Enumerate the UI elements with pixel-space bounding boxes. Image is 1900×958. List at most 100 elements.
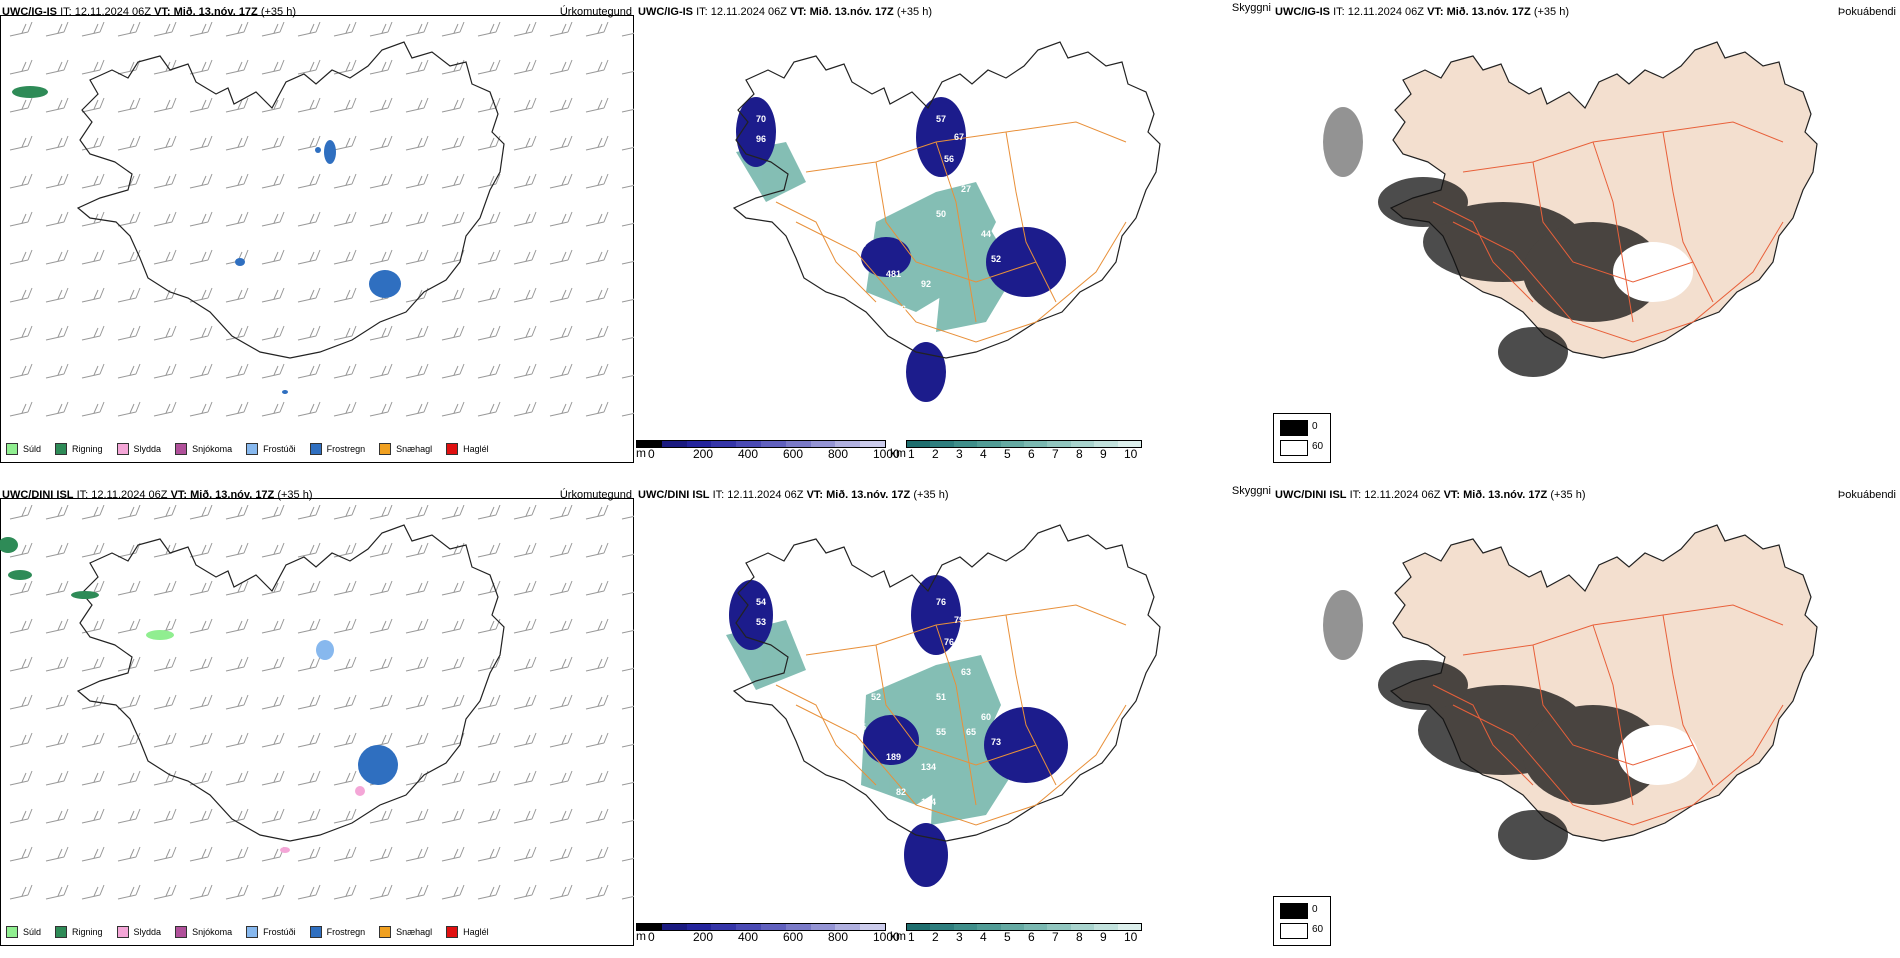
wind-barb [297, 846, 321, 862]
wind-barb [549, 135, 573, 151]
colorbar-segment [736, 441, 761, 447]
wind-barb [225, 59, 249, 75]
wind-barb [225, 363, 249, 379]
wind-barb [477, 770, 501, 786]
visibility-tick-label: 5 [1004, 930, 1011, 944]
road [1452, 221, 1784, 343]
legend-item: Haglél [446, 926, 489, 938]
colorbar-segment [930, 441, 954, 447]
legend-label: Frostregn [326, 444, 366, 454]
wind-barb [477, 618, 501, 634]
cloud-base-label: 61 [921, 314, 931, 324]
fog-legend-swatch-light [1280, 440, 1308, 456]
wind-barb [333, 770, 357, 786]
wind-barb [45, 542, 69, 558]
wind-barb [225, 287, 249, 303]
init-time: 12.11.2024 06Z [1347, 6, 1424, 18]
wind-barb [405, 401, 429, 417]
wind-barb [261, 694, 285, 710]
wind-barb [585, 249, 609, 265]
wind-barb [297, 249, 321, 265]
visibility-colorbar-box [906, 923, 1142, 931]
wind-barb [9, 542, 33, 558]
wind-barb [621, 221, 634, 227]
legend-item: Snjókoma [175, 926, 232, 938]
height-unit: m [636, 446, 646, 460]
wind-barb [189, 363, 213, 379]
road [775, 684, 877, 786]
cloud-base-label: 189 [886, 752, 901, 762]
legend-item: Frostúði [246, 443, 296, 455]
road [1462, 121, 1784, 173]
wind-barb [513, 211, 537, 227]
wind-barb [369, 325, 393, 341]
wind-barb [477, 22, 501, 37]
wind-barb [405, 211, 429, 227]
cloud-base-label: 57 [901, 329, 911, 339]
road [1662, 131, 1714, 303]
height-tick-label: 800 [828, 930, 849, 944]
colorbar-segment [711, 924, 737, 930]
cloud-base-label: 124 [921, 797, 936, 807]
colorbar-segment [661, 924, 687, 930]
wind-barb [225, 884, 249, 900]
wind-barb [513, 173, 537, 189]
cloud-base-label: 70 [846, 204, 856, 214]
wind-barb [81, 884, 105, 900]
wind-barb [225, 505, 249, 520]
wind-barb [621, 69, 634, 75]
wind-barb [81, 363, 105, 379]
fog-legend-label-max: 60 [1312, 924, 1324, 935]
cloud-base-label: 134 [921, 762, 936, 772]
wind-barb [261, 618, 285, 634]
wind-barb [117, 287, 141, 303]
height-tick-label: 200 [693, 930, 714, 944]
cloud-base-label: 52 [871, 692, 881, 702]
wind-barb [369, 694, 393, 710]
cloud-base-label: 44 [981, 229, 991, 239]
visibility-colorbar: km 1 2 3 4 5 6 7 8 9 10 [890, 923, 1142, 945]
wind-barb [405, 846, 429, 862]
legend-swatch [55, 443, 68, 455]
wind-barb [297, 505, 321, 520]
wind-barb [405, 808, 429, 824]
legend-item: Snæhagl [379, 926, 432, 938]
wind-barb [549, 770, 573, 786]
wind-barb [441, 363, 465, 379]
precip-areas [0, 537, 398, 853]
cloud-base-label: 105 [841, 189, 856, 199]
wind-barb [9, 694, 33, 710]
cloud-visibility-panel: UWC/IG-IS IT: 12.11.2024 06Z VT: Mið. 13… [636, 0, 1273, 470]
wind-barb [333, 22, 357, 37]
legend-item: Slydda [116, 926, 161, 938]
wind-barb [153, 287, 177, 303]
cloud-base-label: 81 [1031, 179, 1041, 189]
colorbar-segment [1070, 441, 1095, 447]
wind-barb [333, 505, 357, 520]
wind-barb [405, 363, 429, 379]
panel-title: UWC/DINI ISL IT: 12.11.2024 06Z VT: Mið.… [2, 489, 313, 501]
colorbar-segment [860, 441, 885, 447]
wind-barb [117, 542, 141, 558]
wind-barb [261, 59, 285, 75]
wind-barb [45, 401, 69, 417]
panel-type-label: Þokuábendi [1837, 6, 1896, 18]
wind-barb [477, 211, 501, 227]
visibility-unit: km [890, 929, 906, 943]
wind-barb [585, 846, 609, 862]
height-tick-label: 400 [738, 447, 759, 461]
legend-item: Slydda [116, 443, 161, 455]
wind-barb [45, 22, 69, 37]
colorbar-segment [835, 924, 861, 930]
wind-barb [369, 59, 393, 75]
wind-barb [477, 656, 501, 672]
height-colorbar: m 0 200 400 600 800 1000 [636, 923, 900, 945]
init-time-label: IT: [696, 6, 708, 18]
wind-barb [45, 325, 69, 341]
wind-barb [45, 884, 69, 900]
wind-barb [81, 22, 105, 37]
panel-title: UWC/IG-IS IT: 12.11.2024 06Z VT: Mið. 13… [638, 6, 932, 18]
cloud-base-label: 65 [966, 727, 976, 737]
valid-time: Mið. 13.nóv. 17Z [826, 489, 911, 501]
wind-barb [45, 694, 69, 710]
